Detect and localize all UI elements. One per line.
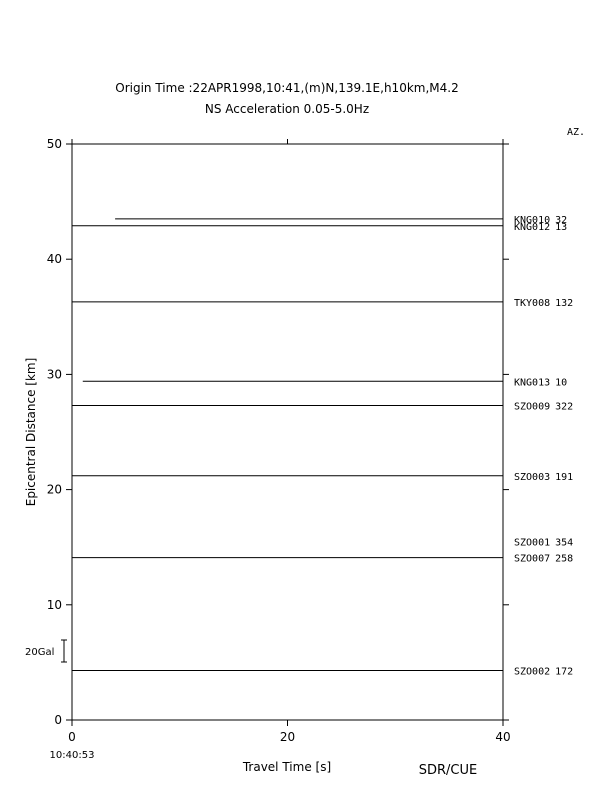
station-label: KNG013 10 [514,377,567,388]
x-tick-label: 0 [68,730,76,744]
origin-clock: 10:40:53 [50,750,95,761]
plot-frame [71,143,504,721]
station-name: SZO001 [514,537,550,548]
station-label: SZO009 322 [514,402,573,413]
station-name: KNG013 [514,377,550,388]
x-label: Travel Time [s] [242,760,331,774]
station-azimuth: 10 [555,377,567,388]
station-name: KNG010 [514,215,550,226]
subtitle: NS Acceleration 0.05-5.0Hz [205,102,369,116]
station-name: SZO002 [514,666,550,677]
station-label: KNG012 13 [514,222,567,233]
y-tick-label: 20 [47,483,62,497]
y-tick-label: 30 [47,367,62,381]
station-azimuth: 132 [555,298,573,309]
station-azimuth: 32 [555,215,567,226]
y-tick-label: 10 [47,598,62,612]
y-label: Epicentral Distance [km] [24,358,38,507]
scale-label: 20Gal [25,647,54,658]
station-label: SZO003 191 [514,472,573,483]
station-label: SZO001 354 [514,537,573,548]
station-azimuth: 191 [555,472,573,483]
station-name: SZO007 [514,554,550,565]
credit: SDR/CUE [419,763,477,778]
y-tick-label: 40 [47,252,62,266]
station-label: SZO007 258 [514,554,573,565]
station-azimuth: 258 [555,554,573,565]
y-tick-label: 0 [54,713,62,727]
station-name: SZO009 [514,402,550,413]
station-azimuth: 13 [555,222,567,233]
y-tick-label: 50 [47,137,62,151]
station-azimuth: 322 [555,402,573,413]
station-azimuth: 354 [555,537,573,548]
station-label: TKY008 132 [514,298,573,309]
station-name: SZO003 [514,472,550,483]
station-name: TKY008 [514,298,550,309]
title: Origin Time :22APR1998,10:41,(m)N,139.1E… [115,81,458,95]
station-label: KNG010 32 [514,215,567,226]
station-azimuth: 172 [555,666,573,677]
x-tick-label: 20 [280,730,295,744]
station-label: SZO002 172 [514,666,573,677]
x-tick-label: 40 [495,730,510,744]
station-name: KNG012 [514,222,550,233]
az-header: AZ. [567,127,585,138]
